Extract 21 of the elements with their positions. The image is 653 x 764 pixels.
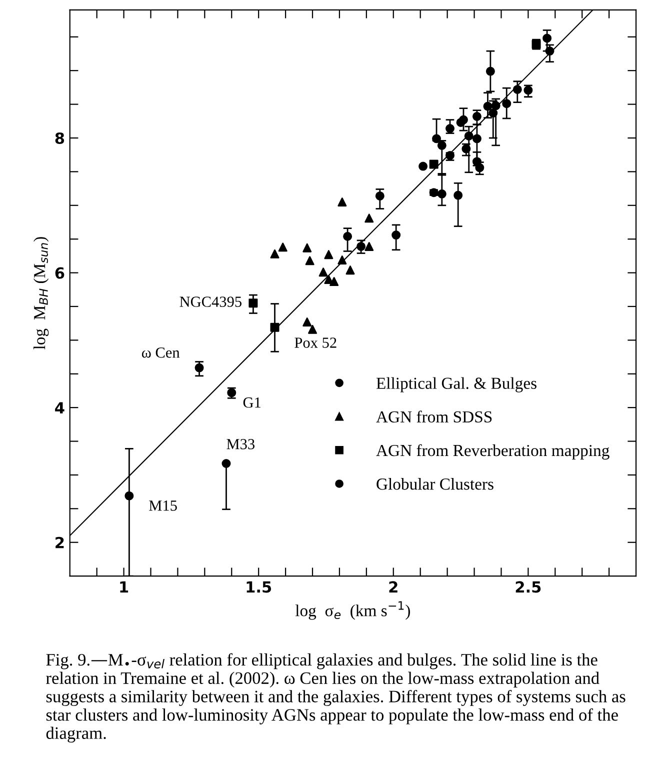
annotation: G1 — [243, 397, 260, 408]
legend-label: AGN from SDSS — [376, 410, 492, 423]
legend-label: Elliptical Gal. & Bulges — [376, 377, 536, 392]
annotation: ω Cen — [142, 347, 180, 358]
x-tick-label: 1.5 — [246, 581, 272, 593]
annotation: M33 — [226, 439, 254, 450]
y-tick-label: 6 — [55, 267, 64, 279]
annotation: NGC4395 — [180, 296, 242, 307]
y-tick-label: 8 — [55, 132, 64, 144]
x-tick-label: 2 — [389, 581, 398, 593]
x-axis-title: log σ$_{e}$ (km s$^{−1}$) — [295, 601, 410, 620]
legend-label: AGN from Reverberation mapping — [376, 444, 610, 460]
y-tick-label: 2 — [56, 536, 64, 548]
annotation: M15 — [149, 500, 177, 511]
x-tick-label: 1 — [120, 581, 128, 593]
legend-label: Globular Clusters — [376, 478, 494, 490]
x-tick-label: 2.5 — [516, 581, 541, 593]
y-axis-title: log M$_{BH}$ (M$_{sun}$) — [33, 237, 49, 350]
y-tick-label: 4 — [55, 402, 64, 414]
text: Fig. 9.—M$_{•}$-σ$_{vel}$ relation for elliptical galaxies and bulges. The solid line is the relation in Tremaine et al. (2002). ω Cen lies on the low-mass extrapolation and suggests a similarity between it and the galaxies. Different types of systems such as star clusters and low-luminosity AGNs appear to populate the low-mass end of the diagram. — [46, 653, 626, 743]
annotation: Pox 52 — [294, 338, 336, 348]
